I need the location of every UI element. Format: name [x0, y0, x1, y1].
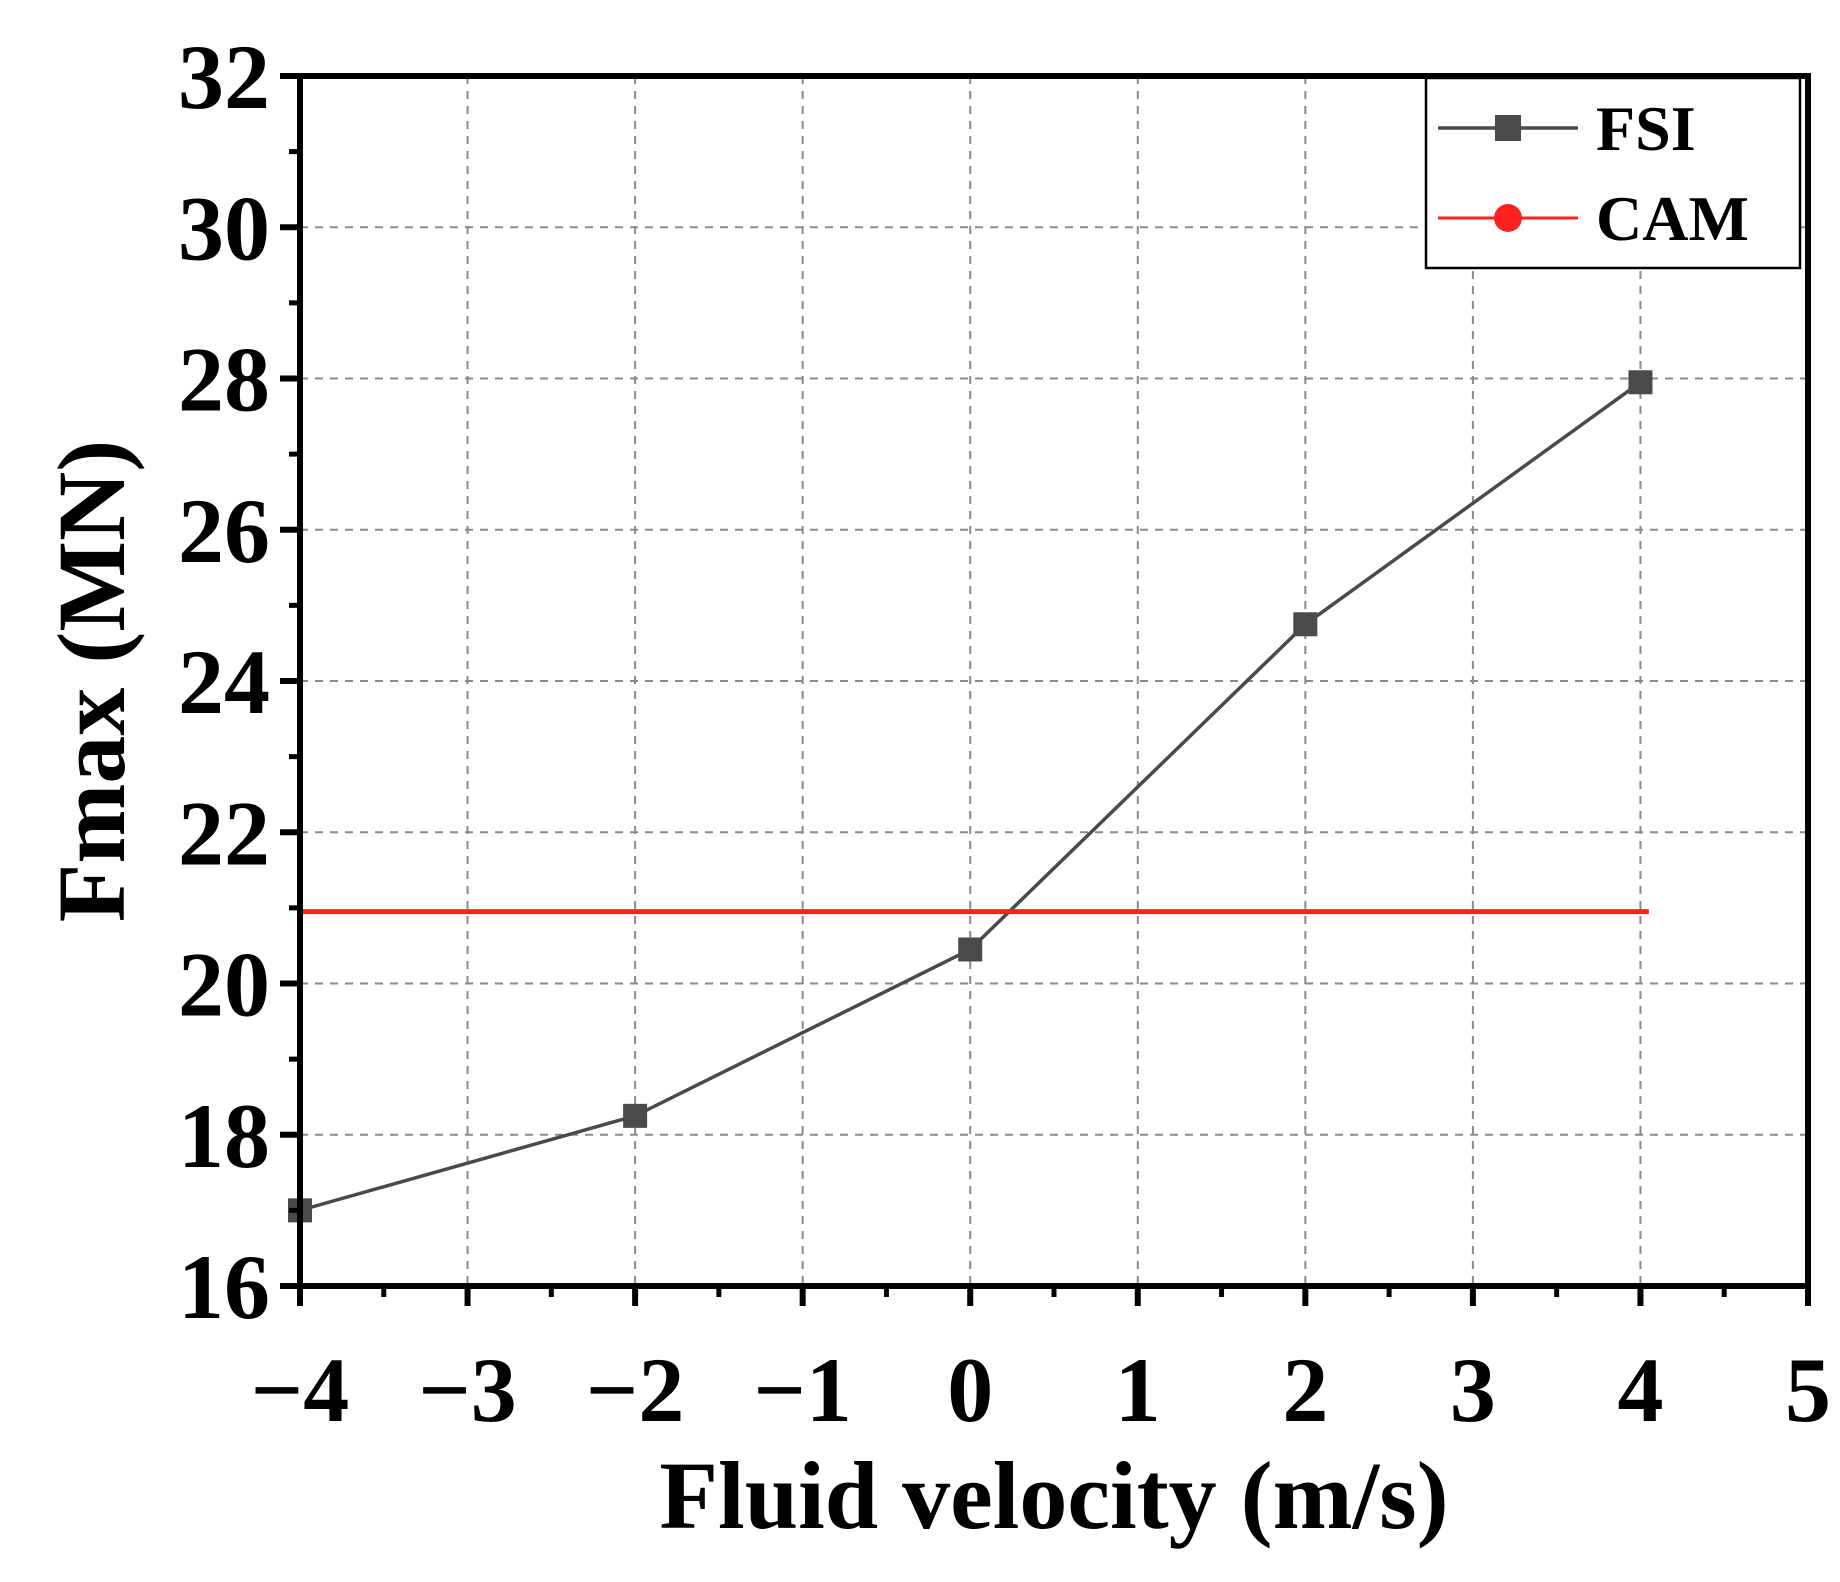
legend-fsi-label: FSI — [1596, 93, 1696, 164]
y-tick-label: 28 — [178, 329, 270, 431]
legend-fsi-marker — [1495, 115, 1521, 141]
y-tick-label: 16 — [178, 1236, 270, 1338]
y-tick-label: 20 — [178, 934, 270, 1036]
fsi-point — [1293, 612, 1318, 637]
x-tick-label: −1 — [753, 1339, 851, 1441]
x-tick-label: 4 — [1617, 1339, 1663, 1441]
legend: FSI CAM — [1424, 76, 1802, 270]
x-tick-label: 2 — [1282, 1339, 1328, 1441]
x-tick-label: −2 — [586, 1339, 684, 1441]
x-tick-label: 0 — [947, 1339, 993, 1441]
tick-labels: −4 −3 −2 −1 0 1 2 3 4 5 16 18 20 22 24 26 28 30 32 — [178, 26, 1831, 1441]
legend-box — [1424, 76, 1802, 270]
y-tick-label: 30 — [178, 177, 270, 279]
y-tick-label: 32 — [178, 26, 270, 128]
fsi-point — [1628, 370, 1653, 395]
legend-cam-marker — [1494, 204, 1522, 232]
x-tick-label: 1 — [1115, 1339, 1161, 1441]
fsi-point — [958, 937, 983, 962]
x-axis-title: Fluid velocity (m/s) — [659, 1442, 1448, 1549]
ticks — [280, 73, 1811, 1306]
x-tick-label: 5 — [1785, 1339, 1831, 1441]
x-tick-label: −3 — [418, 1339, 516, 1441]
y-tick-label: 18 — [178, 1085, 270, 1187]
grid — [300, 76, 1808, 1286]
y-axis-title: Fmax (MN) — [38, 440, 145, 922]
y-tick-label: 26 — [178, 480, 270, 582]
y-tick-label: 24 — [178, 631, 270, 733]
x-tick-label: −4 — [251, 1339, 349, 1441]
fsi-point — [623, 1103, 648, 1128]
x-tick-label: 3 — [1450, 1339, 1496, 1441]
legend-cam-label: CAM — [1596, 183, 1749, 254]
y-tick-label: 22 — [178, 782, 270, 884]
